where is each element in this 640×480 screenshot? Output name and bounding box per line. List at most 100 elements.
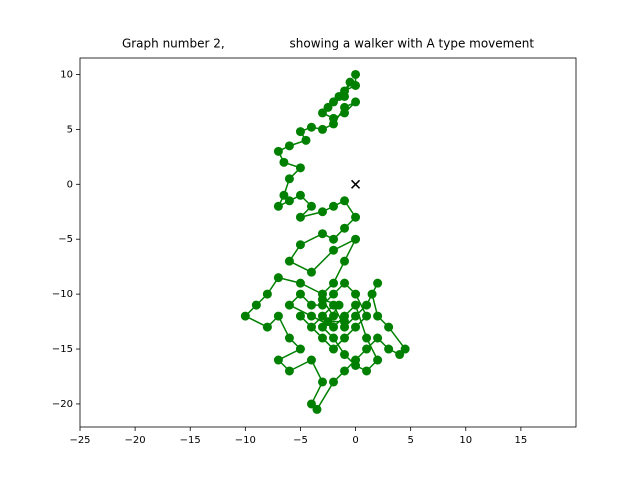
walk-point	[301, 135, 311, 145]
walk-point	[273, 201, 283, 211]
walk-point	[317, 322, 327, 332]
walk-point	[284, 174, 294, 184]
walk-point	[306, 399, 316, 409]
walk-point	[284, 196, 294, 206]
walk-point	[317, 377, 327, 387]
walk-point	[306, 122, 316, 132]
walk-point	[273, 146, 283, 156]
walk-point	[295, 212, 305, 222]
y-tick-label: −5	[58, 234, 73, 245]
walk-point	[329, 377, 339, 387]
walk-point	[340, 366, 350, 376]
y-tick-label: −20	[52, 399, 73, 410]
walk-point	[384, 344, 394, 354]
walk-point	[273, 311, 283, 321]
walk-point	[362, 333, 372, 343]
y-tick-label: 10	[60, 69, 73, 80]
walk-point	[362, 344, 372, 354]
walk-point	[317, 311, 327, 321]
chart-title: Graph number 2, showing a walker with A …	[122, 37, 534, 51]
marker-cross	[351, 179, 361, 189]
x-tick-label: 5	[407, 435, 413, 446]
walk-point	[329, 245, 339, 255]
walk-line	[244, 74, 407, 411]
start-marker	[351, 179, 361, 189]
walk-point	[351, 289, 361, 299]
walk-point	[340, 256, 350, 266]
walk-point	[351, 97, 361, 107]
walk-point	[351, 69, 361, 79]
walk-point	[279, 157, 289, 167]
x-tick-label: −20	[125, 435, 146, 446]
walk-point	[251, 300, 261, 310]
walk-point	[279, 190, 289, 200]
walk-point	[329, 201, 339, 211]
walk-point	[273, 355, 283, 365]
y-tick-label: 0	[67, 179, 73, 190]
x-tick-label: −25	[69, 435, 90, 446]
walk-point	[340, 317, 350, 327]
walk-point	[351, 311, 361, 321]
walk-point	[295, 163, 305, 173]
walk-point	[362, 366, 372, 376]
walk-point	[295, 344, 305, 354]
walk-point	[295, 190, 305, 200]
y-tick-label: 5	[67, 124, 73, 135]
walk-point	[400, 344, 410, 354]
walk-point	[373, 333, 383, 343]
walk-point	[334, 300, 344, 310]
walk-point	[329, 119, 339, 129]
x-tick-label: 0	[352, 435, 358, 446]
walk-point	[351, 322, 361, 332]
walk-point	[306, 311, 316, 321]
walk-point	[329, 289, 339, 299]
x-tick-label: −5	[293, 435, 308, 446]
walk-point	[329, 333, 339, 343]
walk-point	[306, 355, 316, 365]
walk-point	[340, 278, 350, 288]
walk-point	[340, 102, 350, 112]
walk-point	[284, 300, 294, 310]
walk-point	[312, 404, 322, 414]
walk-point	[345, 77, 355, 87]
walk-point	[306, 322, 316, 332]
walk-point	[273, 273, 283, 283]
walk-point	[362, 300, 372, 310]
axes-frame	[79, 57, 577, 428]
walk-point	[262, 289, 272, 299]
walk-point	[340, 350, 350, 360]
walk-point	[323, 102, 333, 112]
walk-point	[351, 361, 361, 370]
walk-point	[317, 229, 327, 239]
walk-point	[334, 91, 344, 101]
walk-point	[306, 300, 316, 310]
walk-point	[329, 278, 339, 288]
x-tick-label: −10	[235, 435, 256, 446]
walk-point	[317, 124, 327, 134]
walk-point	[351, 212, 361, 222]
walk-point	[262, 322, 272, 332]
walk-point	[329, 311, 339, 321]
walk-point	[284, 366, 294, 376]
walk-point	[329, 97, 339, 107]
walk-point	[306, 201, 316, 211]
walk-point	[329, 322, 339, 332]
walk-point	[317, 108, 327, 118]
x-tick-label: 10	[459, 435, 472, 446]
walk-point	[295, 311, 305, 321]
walk-point	[340, 223, 350, 233]
walk-point	[351, 300, 361, 310]
walk-point	[362, 311, 372, 321]
walk-point	[329, 344, 339, 354]
walk-point	[373, 355, 383, 365]
y-tick-label: −10	[52, 289, 73, 300]
y-tick-label: −15	[52, 344, 73, 355]
walk-point	[395, 350, 405, 360]
walk-point	[317, 207, 327, 217]
walk-point	[284, 333, 294, 343]
walk-point	[284, 256, 294, 266]
walk-point	[284, 141, 294, 151]
walk-point	[384, 322, 394, 332]
